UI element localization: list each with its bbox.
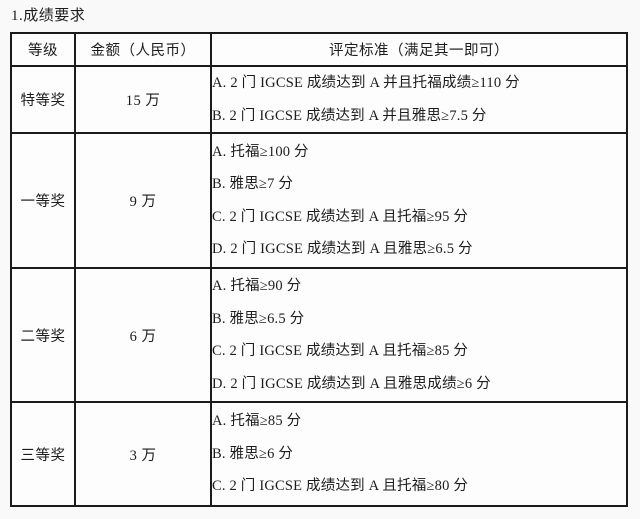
amount-cell: 3 万 (74, 401, 212, 507)
criterion-line: B. 雅思≥7 分 (212, 176, 294, 192)
document-page: 1.成绩要求 等级 金额（人民币） 评定标准（满足其一即可） 特等奖 15 万 … (10, 8, 628, 507)
criterion-line: B. 雅思≥6 分 (212, 445, 294, 462)
level-cell: 二等奖 (10, 267, 76, 403)
criterion-line: C. 2 门 IGCSE 成绩达到 A 且托福≥85 分 (212, 343, 469, 359)
criterion-line: A. 托福≥100 分 (212, 143, 309, 160)
scholarship-requirements-table: 等级 金额（人民币） 评定标准（满足其一即可） 特等奖 15 万 A. 2 门 … (10, 32, 628, 507)
criteria-cell: A. 托福≥85 分 B. 雅思≥6 分 C. 2 门 IGCSE 成绩达到 A… (210, 401, 628, 507)
amount-cell: 15 万 (74, 65, 212, 134)
table-header-row: 等级 金额（人民币） 评定标准（满足其一即可） (10, 32, 628, 67)
criterion-line: A. 2 门 IGCSE 成绩达到 A 并且托福成绩≥110 分 (212, 75, 520, 91)
criteria-cell: A. 托福≥90 分 B. 雅思≥6.5 分 C. 2 门 IGCSE 成绩达到… (210, 267, 628, 403)
criterion-line: D. 2 门 IGCSE 成绩达到 A 且雅思≥6.5 分 (212, 241, 473, 257)
table-row: 特等奖 15 万 A. 2 门 IGCSE 成绩达到 A 并且托福成绩≥110 … (10, 65, 628, 134)
table-row: 一等奖 9 万 A. 托福≥100 分 B. 雅思≥7 分 C. 2 门 IGC… (10, 132, 628, 269)
level-cell: 一等奖 (10, 132, 76, 269)
criterion-line: A. 托福≥85 分 (212, 413, 302, 430)
header-level: 等级 (10, 32, 76, 67)
header-criteria: 评定标准（满足其一即可） (210, 32, 628, 67)
criterion-line: B. 雅思≥6.5 分 (212, 310, 305, 327)
section-title: 1.成绩要求 (11, 8, 86, 24)
criteria-cell: A. 2 门 IGCSE 成绩达到 A 并且托福成绩≥110 分 B. 2 门 … (210, 65, 628, 134)
criterion-line: C. 2 门 IGCSE 成绩达到 A 且托福≥80 分 (212, 478, 469, 495)
level-cell: 特等奖 (10, 65, 76, 134)
header-amount: 金额（人民币） (74, 32, 212, 67)
amount-cell: 6 万 (74, 267, 212, 403)
table-row: 二等奖 6 万 A. 托福≥90 分 B. 雅思≥6.5 分 C. 2 门 IG… (10, 267, 628, 403)
table-row: 三等奖 3 万 A. 托福≥85 分 B. 雅思≥6 分 C. 2 门 IGCS… (10, 401, 628, 507)
criterion-line: A. 托福≥90 分 (212, 278, 302, 294)
criterion-line: C. 2 门 IGCSE 成绩达到 A 且托福≥95 分 (212, 208, 469, 225)
criteria-cell: A. 托福≥100 分 B. 雅思≥7 分 C. 2 门 IGCSE 成绩达到 … (210, 132, 628, 269)
level-cell: 三等奖 (10, 401, 76, 507)
amount-cell: 9 万 (74, 132, 212, 269)
criterion-line: B. 2 门 IGCSE 成绩达到 A 并且雅思≥7.5 分 (212, 107, 487, 124)
criterion-line: D. 2 门 IGCSE 成绩达到 A 且雅思成绩≥6 分 (212, 375, 491, 392)
